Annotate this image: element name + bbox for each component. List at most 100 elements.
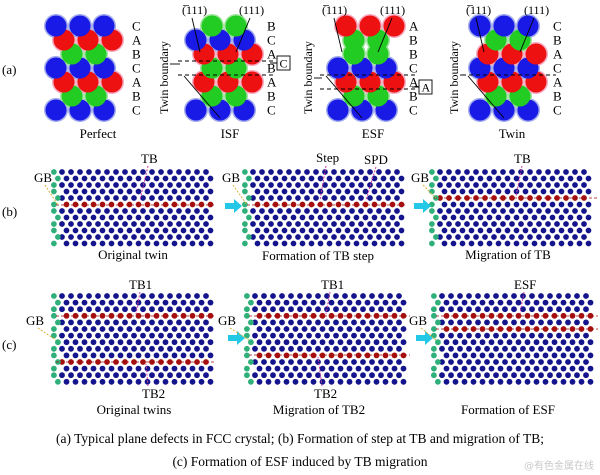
matrix-atom bbox=[158, 345, 164, 352]
matrix-atom bbox=[144, 326, 151, 332]
matrix-atom bbox=[86, 234, 92, 240]
matrix-atom bbox=[443, 352, 450, 359]
matrix-atom bbox=[484, 306, 490, 313]
matrix-atom bbox=[104, 221, 110, 227]
matrix-atom bbox=[86, 195, 92, 201]
matrix-atom bbox=[491, 208, 497, 214]
matrix-atom bbox=[207, 299, 214, 306]
matrix-atom bbox=[299, 188, 306, 195]
matrix-atom bbox=[560, 378, 567, 385]
matrix-atom bbox=[135, 227, 142, 234]
matrix-atom bbox=[578, 378, 585, 385]
matrix-atom bbox=[538, 372, 544, 379]
matrix-atom bbox=[180, 352, 187, 359]
matrix-atom bbox=[387, 319, 393, 326]
matrix-atom bbox=[518, 169, 524, 175]
matrix-atom bbox=[254, 227, 261, 234]
matrix-atom bbox=[290, 188, 297, 195]
matrix-atom bbox=[452, 365, 459, 372]
matrix-atom bbox=[158, 182, 164, 188]
matrix-atom bbox=[322, 234, 328, 240]
matrix-atom bbox=[367, 234, 373, 240]
matrix-atom bbox=[335, 175, 342, 182]
matrix-atom bbox=[500, 234, 506, 240]
matrix-atom bbox=[268, 208, 274, 214]
matrix-atom bbox=[135, 214, 142, 221]
boundary-atom bbox=[265, 312, 272, 319]
lattice-atom bbox=[225, 15, 247, 37]
boundary-atom bbox=[587, 312, 594, 319]
matrix-atom bbox=[400, 339, 407, 346]
matrix-atom bbox=[117, 240, 124, 247]
matrix-atom bbox=[545, 182, 551, 188]
grain-boundary-atom bbox=[433, 234, 439, 240]
grain-boundary-atom bbox=[246, 234, 252, 240]
matrix-atom bbox=[95, 345, 101, 352]
matrix-atom bbox=[554, 169, 560, 175]
matrix-atom bbox=[520, 345, 526, 352]
matrix-atom bbox=[162, 365, 169, 372]
matrix-atom bbox=[167, 195, 173, 201]
matrix-atom bbox=[81, 352, 88, 359]
matrix-atom bbox=[68, 372, 74, 379]
matrix-atom bbox=[576, 240, 583, 247]
matrix-atom bbox=[349, 208, 355, 214]
matrix-atom bbox=[59, 208, 65, 214]
matrix-atom bbox=[470, 339, 477, 346]
isf-plane-trace-111 bbox=[235, 17, 251, 53]
matrix-atom bbox=[292, 326, 299, 332]
matrix-atom bbox=[439, 306, 445, 313]
matrix-atom bbox=[369, 332, 375, 339]
matrix-atom bbox=[63, 326, 70, 332]
isf-plane-trace-lower bbox=[183, 75, 221, 119]
matrix-atom bbox=[502, 332, 508, 339]
matrix-atom bbox=[313, 169, 319, 175]
matrix-atom bbox=[389, 214, 396, 221]
matrix-atom bbox=[117, 378, 124, 385]
flow-arrow-c2 bbox=[416, 331, 433, 345]
matrix-atom bbox=[86, 293, 92, 299]
matrix-atom bbox=[126, 214, 133, 221]
matrix-atom bbox=[565, 359, 571, 365]
matrix-atom bbox=[113, 345, 119, 352]
matrix-atom bbox=[448, 359, 454, 365]
boundary-atom bbox=[587, 326, 594, 332]
boundary-atom bbox=[500, 195, 506, 201]
matrix-atom bbox=[153, 214, 160, 221]
boundary-atom bbox=[81, 201, 88, 208]
matrix-atom bbox=[270, 345, 276, 352]
matrix-atom bbox=[317, 188, 324, 195]
matrix-atom bbox=[378, 306, 384, 313]
matrix-atom bbox=[286, 208, 292, 214]
stacking-letter: A bbox=[553, 47, 563, 62]
matrix-atom bbox=[475, 332, 481, 339]
matrix-atom bbox=[364, 339, 371, 346]
matrix-atom bbox=[583, 306, 589, 313]
matrix-atom bbox=[292, 299, 299, 306]
matrix-atom bbox=[337, 299, 344, 306]
matrix-atom bbox=[176, 372, 182, 379]
boundary-atom bbox=[126, 312, 133, 319]
plane-label-111bar-esf: (̅111) bbox=[322, 3, 347, 17]
matrix-atom bbox=[122, 208, 128, 214]
matrix-atom bbox=[461, 339, 468, 346]
row-label-b: (b) bbox=[2, 204, 17, 219]
matrix-atom bbox=[337, 326, 344, 332]
lattice-atom bbox=[45, 57, 67, 79]
plane-label-111bar-twin: (̅111) bbox=[466, 3, 491, 17]
matrix-atom bbox=[140, 234, 146, 240]
matrix-atom bbox=[90, 339, 97, 346]
matrix-atom bbox=[400, 326, 407, 332]
matrix-atom bbox=[488, 352, 495, 359]
matrix-atom bbox=[572, 182, 578, 188]
matrix-atom bbox=[479, 365, 486, 372]
matrix-atom bbox=[538, 306, 544, 313]
matrix-atom bbox=[153, 188, 160, 195]
matrix-atom bbox=[578, 352, 585, 359]
matrix-atom bbox=[542, 378, 549, 385]
matrix-atom bbox=[113, 372, 119, 379]
matrix-atom bbox=[149, 319, 155, 326]
matrix-atom bbox=[360, 345, 366, 352]
matrix-atom bbox=[491, 221, 497, 227]
tb1-pointer-c1 bbox=[135, 291, 141, 315]
